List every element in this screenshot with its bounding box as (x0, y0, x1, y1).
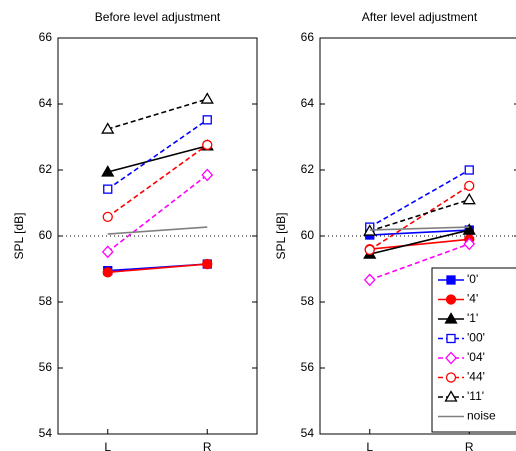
data-point (462, 192, 476, 205)
y-tick-label: 62 (39, 162, 53, 176)
legend-marker (445, 372, 457, 383)
data-point (101, 122, 115, 134)
data-point (202, 139, 213, 151)
data-point (202, 115, 212, 125)
y-tick-label: 58 (39, 294, 53, 308)
legend-label: '11' (467, 389, 484, 403)
legend-marker (445, 294, 457, 305)
y-tick-label: 60 (301, 228, 315, 242)
legend-marker (444, 312, 458, 324)
series-line (369, 229, 470, 255)
y-tick-label: 64 (301, 96, 315, 110)
data-point (462, 223, 476, 235)
data-point (364, 244, 375, 256)
x-tick-label: L (366, 440, 373, 451)
chart-title: Before level adjustment (95, 10, 221, 24)
data-point (200, 92, 214, 104)
legend-label: '00' (467, 331, 485, 345)
data-point (464, 165, 474, 175)
data-point (363, 273, 376, 287)
legend-label: '4' (467, 292, 478, 306)
plot-area (58, 38, 257, 434)
series-line (369, 185, 470, 251)
data-point (101, 245, 114, 259)
y-tick-label: 62 (301, 162, 315, 176)
legend-label: '44' (467, 370, 485, 384)
legend-label: '04' (467, 350, 485, 364)
series-line (107, 119, 208, 190)
y-tick-label: 54 (301, 426, 315, 440)
legend-marker (446, 333, 456, 344)
y-tick-label: 54 (39, 426, 53, 440)
legend-box (431, 267, 516, 433)
legend-marker (444, 390, 458, 402)
data-point (102, 211, 113, 223)
axes-frame (319, 37, 516, 435)
data-point (201, 168, 214, 182)
series-line (107, 226, 208, 235)
data-point (463, 237, 476, 251)
y-tick-label: 58 (301, 294, 315, 308)
y-tick-label: 66 (301, 30, 315, 44)
series-line (107, 98, 208, 130)
legend-label: noise (467, 409, 496, 423)
data-point (102, 267, 113, 278)
axes-frame (57, 37, 258, 435)
series-line (369, 226, 470, 231)
y-tick-label: 66 (39, 30, 53, 44)
y-axis-label: SPL [dB] (274, 213, 288, 260)
legend-label: '1' (467, 311, 478, 325)
series-line (107, 174, 208, 253)
legend-label: '0' (467, 272, 478, 286)
series-line (369, 229, 470, 236)
y-tick-label: 56 (301, 360, 315, 374)
data-point (103, 184, 113, 194)
y-tick-label: 64 (39, 96, 53, 110)
x-tick-label: R (465, 440, 474, 451)
data-point (202, 258, 213, 270)
legend-marker (446, 275, 456, 285)
series-line (369, 238, 470, 250)
series-line (107, 263, 208, 274)
data-point (101, 165, 115, 177)
chart-title: After level adjustment (362, 10, 478, 24)
data-point (464, 180, 475, 191)
y-axis-label: SPL [dB] (12, 213, 26, 260)
series-line (369, 198, 470, 232)
series-line (107, 144, 208, 218)
y-tick-label: 60 (39, 228, 53, 242)
y-tick-label: 56 (39, 360, 53, 374)
x-tick-label: L (104, 440, 111, 451)
x-tick-label: R (203, 440, 212, 451)
series-line (369, 169, 470, 228)
legend-marker (445, 351, 457, 365)
series-line (369, 243, 470, 281)
series-line (107, 145, 208, 173)
